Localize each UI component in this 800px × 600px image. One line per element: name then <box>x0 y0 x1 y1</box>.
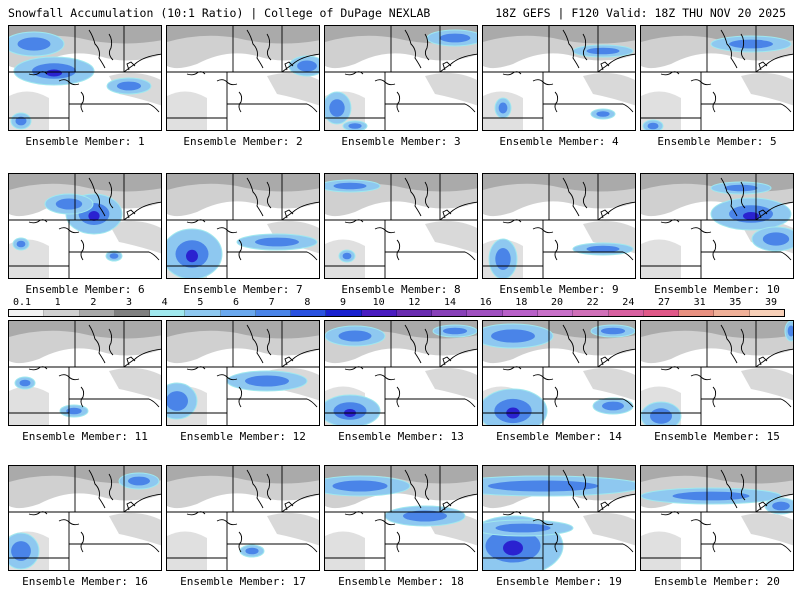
colorbar-tick-label: 18 <box>515 297 528 308</box>
colorbar-swatch <box>9 310 45 316</box>
colorbar-tick-labels: 0.1 1 2 3 4 5 6 7 8 9 10 12 14 16 18 20 22 24 27 31 35 39 <box>8 297 785 309</box>
ensemble-member-map <box>166 173 320 279</box>
ensemble-member-map <box>8 320 162 426</box>
ensemble-member-label: Ensemble Member: 4 <box>499 135 619 148</box>
ensemble-member-label: Ensemble Member: 18 <box>338 575 464 588</box>
ensemble-member-map <box>8 25 162 131</box>
colorbar-swatch <box>502 310 538 316</box>
ensemble-member-label: Ensemble Member: 12 <box>180 430 306 443</box>
ensemble-member-label: Ensemble Member: 9 <box>499 283 619 296</box>
colorbar-swatch <box>396 310 433 316</box>
ensemble-member-label: Ensemble Member: 15 <box>654 430 780 443</box>
ensemble-member-map <box>324 25 478 131</box>
colorbar-tick-label: 31 <box>693 297 706 308</box>
ensemble-member-label: Ensemble Member: 6 <box>25 283 145 296</box>
ensemble-member-label: Ensemble Member: 2 <box>183 135 303 148</box>
colorbar-swatch <box>749 310 784 316</box>
colorbar-tick-label: 3 <box>125 297 133 308</box>
colorbar-tick-label: 24 <box>622 297 635 308</box>
ensemble-member-map <box>640 25 794 131</box>
colorbar-tick-label: 20 <box>550 297 564 308</box>
colorbar-swatch <box>679 310 715 316</box>
colorbar-swatch <box>79 310 115 316</box>
ensemble-member-label: Ensemble Member: 16 <box>22 575 148 588</box>
colorbar-tick-label: 10 <box>372 297 385 308</box>
ensemble-member-map <box>324 465 478 571</box>
ensemble-member-label: Ensemble Member: 10 <box>654 283 780 296</box>
ensemble-member-map <box>640 320 794 426</box>
ensemble-member-map <box>166 465 320 571</box>
colorbar-swatch <box>714 310 750 316</box>
colorbar-swatch <box>255 310 292 316</box>
ensemble-member-map <box>166 25 320 131</box>
ensemble-member-label: Ensemble Member: 17 <box>180 575 306 588</box>
ensemble-member-map <box>640 465 794 571</box>
ensemble-member-map <box>166 320 320 426</box>
ensemble-member-map <box>8 465 162 571</box>
colorbar-tick-label: 39 <box>764 297 778 308</box>
colorbar-tick-label: 16 <box>479 297 492 308</box>
header: Snowfall Accumulation (10:1 Ratio) | Col… <box>0 0 800 24</box>
colorbar-tick-label: 7 <box>268 297 275 308</box>
ensemble-member-map <box>482 320 636 426</box>
colorbar-tick-label: 22 <box>586 297 599 308</box>
colorbar-swatch <box>573 310 609 316</box>
colorbar-swatch <box>361 310 397 316</box>
colorbar-tick-label: 6 <box>232 297 240 308</box>
colorbar-swatch <box>537 310 574 316</box>
colorbar-tick-label: 1 <box>54 297 61 308</box>
ensemble-member-map <box>482 465 636 571</box>
ensemble-member-map <box>482 173 636 279</box>
ensemble-member-label: Ensemble Member: 8 <box>341 283 461 296</box>
colorbar-tick-label: 35 <box>729 297 742 308</box>
ensemble-member-map <box>8 173 162 279</box>
colorbar-swatch <box>150 310 186 316</box>
ensemble-member-label: Ensemble Member: 19 <box>496 575 622 588</box>
ensemble-member-map <box>324 173 478 279</box>
ensemble-member-map <box>324 320 478 426</box>
ensemble-member-label: Ensemble Member: 1 <box>25 135 145 148</box>
colorbar-swatch <box>220 310 256 316</box>
colorbar-tick-label: 12 <box>408 297 421 308</box>
ensemble-member-label: Ensemble Member: 14 <box>496 430 622 443</box>
colorbar-tick-label: 5 <box>197 297 204 308</box>
ensemble-member-label: Ensemble Member: 20 <box>654 575 780 588</box>
ensemble-member-label: Ensemble Member: 3 <box>341 135 461 148</box>
colorbar-tick-label: 0.1 <box>12 297 32 308</box>
colorbar-swatch <box>608 310 644 316</box>
map-title: Snowfall Accumulation (10:1 Ratio) | Col… <box>8 6 431 20</box>
colorbar-tick-label: 2 <box>90 297 97 308</box>
colorbar-swatch <box>326 310 362 316</box>
colorbar-swatch <box>432 310 468 316</box>
ensemble-member-map <box>640 173 794 279</box>
ensemble-member-label: Ensemble Member: 5 <box>657 135 777 148</box>
ensemble-member-label: Ensemble Member: 11 <box>22 430 148 443</box>
colorbar-swatch <box>467 310 503 316</box>
colorbar-swatch <box>114 310 151 316</box>
colorbar-swatch <box>44 310 80 316</box>
ensemble-member-label: Ensemble Member: 13 <box>338 430 464 443</box>
colorbar-tick-label: 8 <box>304 297 311 308</box>
colorbar-tick-label: 4 <box>161 297 168 308</box>
snowfall-colorbar <box>8 309 785 317</box>
colorbar-tick-label: 9 <box>339 297 347 308</box>
colorbar-swatch <box>185 310 221 316</box>
ensemble-member-label: Ensemble Member: 7 <box>183 283 303 296</box>
model-valid-time: 18Z GEFS | F120 Valid: 18Z THU NOV 20 20… <box>495 6 786 20</box>
colorbar-tick-label: 27 <box>657 297 671 308</box>
ensemble-member-map <box>482 25 636 131</box>
colorbar-swatch <box>291 310 327 316</box>
colorbar-tick-label: 14 <box>443 297 457 308</box>
colorbar-swatch <box>643 310 680 316</box>
